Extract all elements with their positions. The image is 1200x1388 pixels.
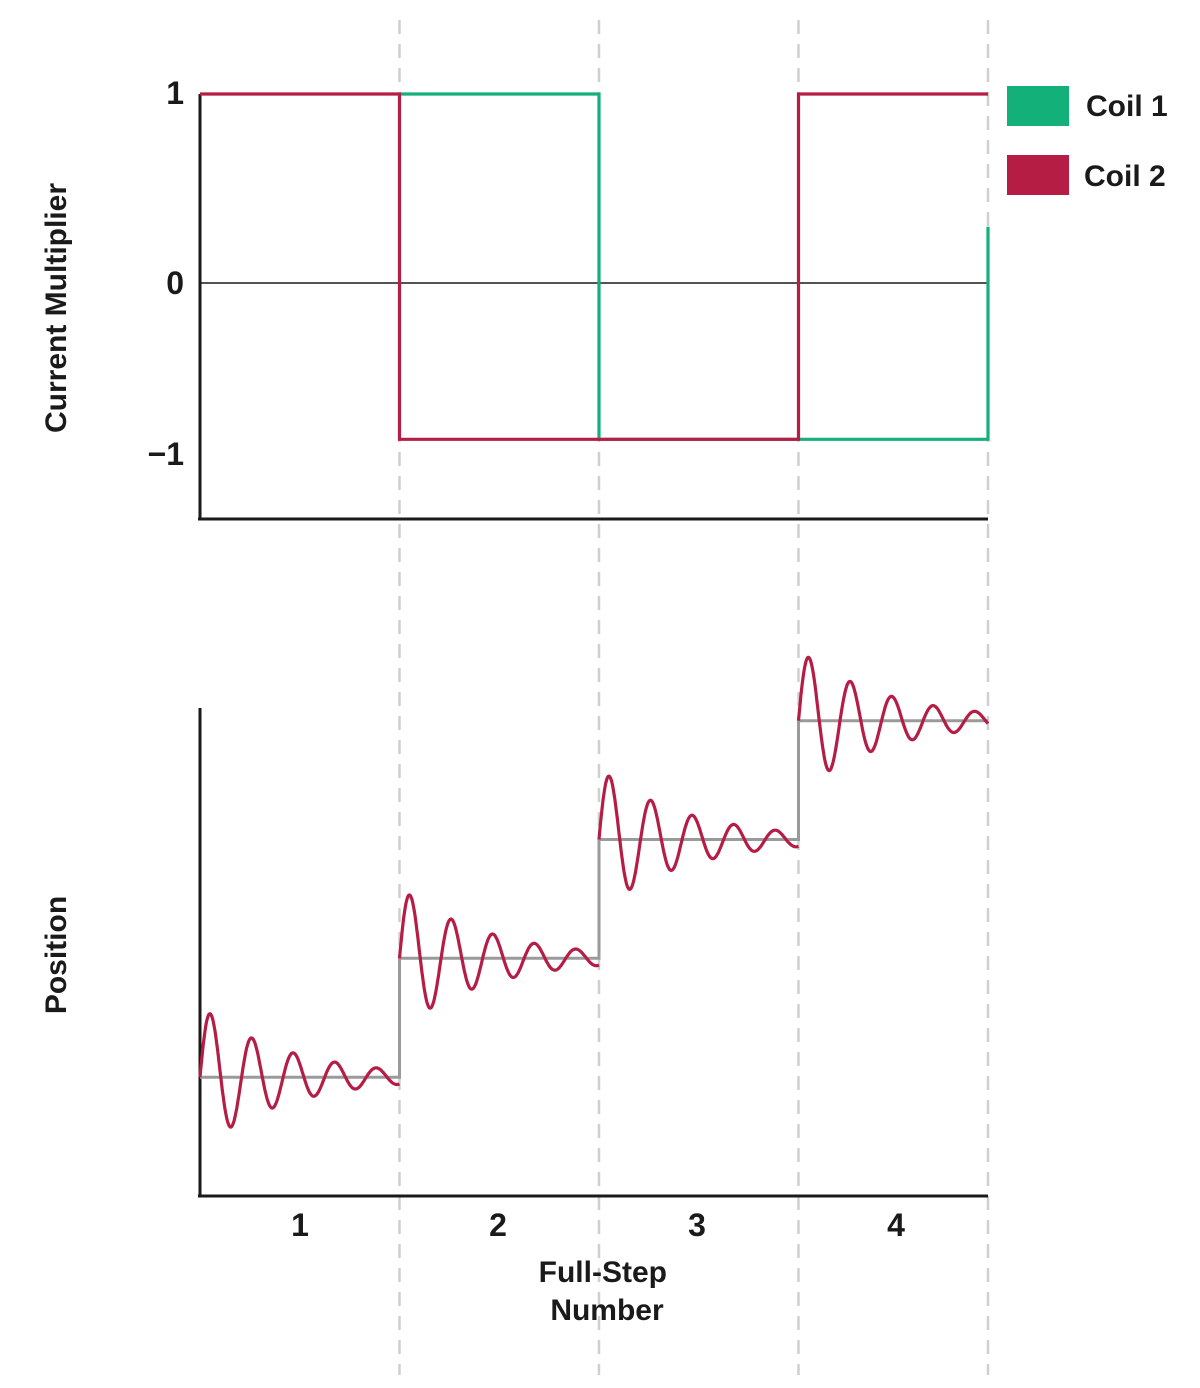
step-boundary-lines [398, 20, 990, 1375]
x-axis-title-line-1: Full-Step [539, 1256, 667, 1289]
actual-position-step-2 [397, 893, 600, 1010]
legend-swatch-coil-1 [1007, 86, 1069, 126]
x-tick-label-1: 1 [291, 1207, 309, 1243]
current-panel: 1 0 −1 Current Multiplier [40, 75, 990, 521]
legend-label-coil-2: Coil 2 [1084, 160, 1166, 193]
y-tick-label-0: 0 [166, 265, 184, 301]
y-tick-label-minus-1: −1 [148, 436, 184, 472]
position-panel: 1 2 3 4 Position Full-Step Number [40, 655, 990, 1327]
series-coil-2-line [200, 92, 988, 441]
actual-position-step-4 [796, 655, 990, 773]
x-tick-label-3: 3 [688, 1207, 706, 1243]
position-y-axis-title: Position [40, 896, 73, 1014]
actual-position-step-3 [597, 774, 800, 891]
x-axis-title-line-2: Number [550, 1294, 664, 1327]
x-tick-label-2: 2 [489, 1207, 507, 1243]
legend-swatch-coil-2 [1007, 155, 1069, 195]
current-y-axis-title: Current Multiplier [40, 183, 73, 433]
x-axis-title: Full-Step Number [539, 1256, 676, 1327]
legend-label-coil-1: Coil 1 [1086, 90, 1168, 123]
x-tick-label-4: 4 [887, 1207, 905, 1243]
legend: Coil 1 Coil 2 [1007, 86, 1168, 195]
series-coil-1-line [399, 92, 990, 441]
ideal-position-staircase [200, 719, 988, 1079]
actual-position-step-1 [198, 1012, 401, 1129]
y-tick-label-1: 1 [166, 75, 184, 111]
